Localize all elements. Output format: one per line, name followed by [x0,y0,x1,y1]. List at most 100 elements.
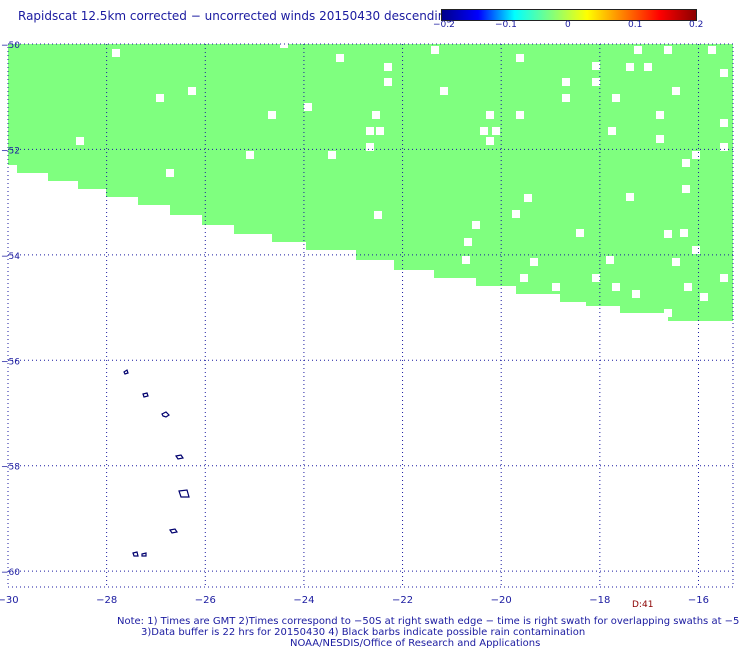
island-outline [161,411,170,418]
colorbar-label-max: 0.2 [689,20,704,30]
missing-data-cell [562,94,570,102]
missing-data-cell [592,78,600,86]
missing-data-cell [720,119,728,127]
missing-data-cell [366,143,374,151]
colorbar-label-neg: −0.1 [495,20,517,30]
lat-tick-label: −54 [1,252,20,262]
missing-data-cell [524,194,532,202]
missing-data-cell [664,230,672,238]
swath-polygon [8,44,733,321]
note-line-1: Note: 1) Times are GMT 2)Times correspon… [117,616,740,627]
missing-data-cells [76,40,728,317]
d-label: D:41 [632,600,654,610]
lat-lon-grid [7,43,734,588]
missing-data-cell [632,290,640,298]
lat-tick-label: −56 [1,357,20,367]
missing-data-cell [328,151,336,159]
missing-data-cell [520,274,528,282]
missing-data-cell [692,151,700,159]
island-outline [141,552,147,557]
missing-data-cell [634,46,642,54]
missing-data-cell [246,151,254,159]
colorbar-label-min: −0.2 [433,20,455,30]
lon-tick-label: −30 [0,595,19,606]
colorbar [441,9,697,21]
missing-data-cell [720,274,728,282]
missing-data-cell [440,87,448,95]
lon-tick-label: −18 [589,595,610,606]
swath-data-region [8,44,733,321]
missing-data-cell [188,87,196,95]
missing-data-cell [530,258,538,266]
missing-data-cell [576,229,584,237]
missing-data-cell [692,246,700,254]
island-outline [175,454,184,460]
missing-data-cell [552,283,560,291]
island-outline [142,392,149,398]
missing-data-cell [516,111,524,119]
missing-data-cell [464,238,472,246]
missing-data-cell [166,169,174,177]
lat-tick-label: −58 [1,463,20,473]
missing-data-cell [608,127,616,135]
missing-data-cell [431,46,439,54]
lon-tick-label: −26 [195,595,216,606]
missing-data-cell [384,63,392,71]
missing-data-cell [562,78,570,86]
missing-data-cell [708,46,716,54]
missing-data-cell [486,111,494,119]
missing-data-cell [480,127,488,135]
missing-data-cell [664,46,672,54]
missing-data-cell [700,293,708,301]
missing-data-cell [268,111,276,119]
note-line-3: NOAA/NESDIS/Office of Research and Appli… [290,638,541,649]
island-outline [178,489,190,498]
missing-data-cell [304,103,312,111]
missing-data-cell [372,111,380,119]
missing-data-cell [592,62,600,70]
missing-data-cell [682,159,690,167]
lon-tick-label: −20 [491,595,512,606]
lon-tick-label: −22 [392,595,413,606]
missing-data-cell [76,137,84,145]
missing-data-cell [606,256,614,264]
map-title: Rapidscat 12.5km corrected − uncorrected… [18,9,453,23]
island-outline [169,528,178,534]
missing-data-cell [472,221,480,229]
missing-data-cell [612,94,620,102]
missing-data-cell [626,193,634,201]
missing-data-cell [376,127,384,135]
lat-tick-label: −50 [1,41,20,51]
lon-tick-label: −16 [688,595,709,606]
island-outline [123,369,129,375]
missing-data-cell [374,211,382,219]
island-outline [132,551,139,557]
lat-tick-label: −60 [1,568,20,578]
plot-frame [7,43,734,588]
missing-data-cell [656,111,664,119]
missing-data-cell [682,185,690,193]
missing-data-cell [612,283,620,291]
lat-tick-label: −52 [1,146,20,156]
missing-data-cell [656,135,664,143]
missing-data-cell [592,274,600,282]
missing-data-cell [720,69,728,77]
missing-data-cell [156,94,164,102]
missing-data-cell [680,229,688,237]
missing-data-cell [644,63,652,71]
colorbar-label-zero: 0 [565,20,571,30]
axis-tick-labels: −30 −28 −26 −24 −22 −20 −18 −16 −50 −52 −54 −56 −58 −… [0,41,709,606]
missing-data-cell [684,283,692,291]
missing-data-cell [486,137,494,145]
missing-data-cell [112,49,120,57]
lon-tick-label: −28 [96,595,117,606]
lon-tick-label: −24 [293,595,314,606]
island-coastlines [123,369,190,557]
missing-data-cell [492,127,500,135]
missing-data-cell [672,258,680,266]
missing-data-cell [336,54,344,62]
colorbar-label-pos: 0.1 [628,20,643,30]
missing-data-cell [462,256,470,264]
missing-data-cell [516,54,524,62]
